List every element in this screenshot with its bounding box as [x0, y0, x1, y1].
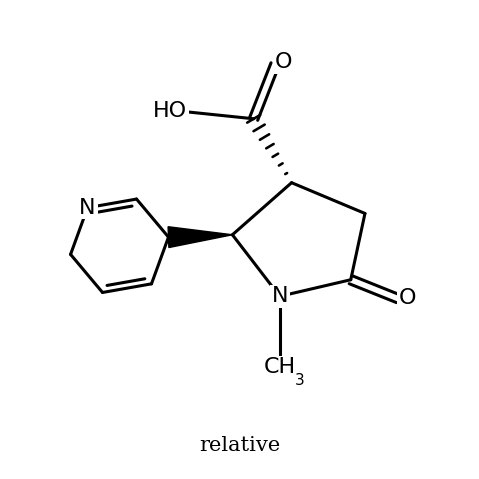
Text: relative: relative [199, 436, 280, 455]
Polygon shape [168, 227, 232, 248]
Text: 3: 3 [295, 373, 305, 388]
Text: HO: HO [153, 101, 187, 121]
Text: O: O [399, 288, 416, 308]
Text: N: N [272, 286, 288, 306]
Text: N: N [80, 198, 96, 217]
Text: CH: CH [263, 357, 296, 377]
Text: O: O [275, 52, 292, 72]
